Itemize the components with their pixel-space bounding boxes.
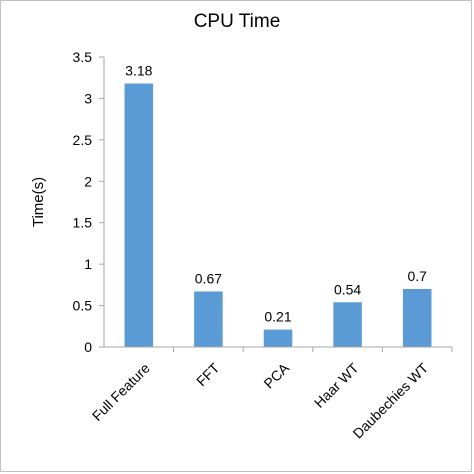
data-label: 0.7: [407, 268, 427, 284]
bar: [194, 291, 223, 347]
x-tick-label: Haar WT: [311, 359, 362, 410]
y-tick-label: 0.5: [73, 298, 93, 314]
bar: [124, 83, 154, 347]
y-tick-label: 2.5: [73, 132, 93, 148]
data-label: 3.18: [125, 63, 152, 79]
data-label: 0.67: [195, 270, 222, 286]
y-tick-label: 0: [84, 339, 92, 355]
bar: [333, 302, 362, 347]
chart-title: CPU Time: [194, 11, 281, 32]
y-axis-label: Time(s): [30, 177, 47, 227]
x-tick-label: Daubechies WT: [350, 359, 432, 441]
y-tick-label: 1.5: [73, 215, 93, 231]
bar: [402, 289, 432, 347]
x-tick-label: PCA: [260, 359, 292, 391]
data-labels: 3.18 0.67 0.21 0.54 0.7: [125, 63, 427, 325]
y-tick-label: 3: [84, 90, 92, 106]
bar-series: [124, 83, 432, 347]
y-axis-ticks: 0 0.5 1 1.5 2 2.5 3 3.5: [73, 49, 104, 355]
y-tick-label: 2: [84, 173, 92, 189]
x-tick-label: Full Feature: [89, 360, 153, 424]
x-tick-label: FFT: [193, 359, 223, 389]
y-tick-label: 1: [84, 256, 92, 272]
bar: [263, 329, 293, 347]
data-label: 0.21: [264, 309, 291, 325]
y-tick-label: 3.5: [73, 49, 93, 65]
data-label: 0.54: [334, 281, 361, 297]
